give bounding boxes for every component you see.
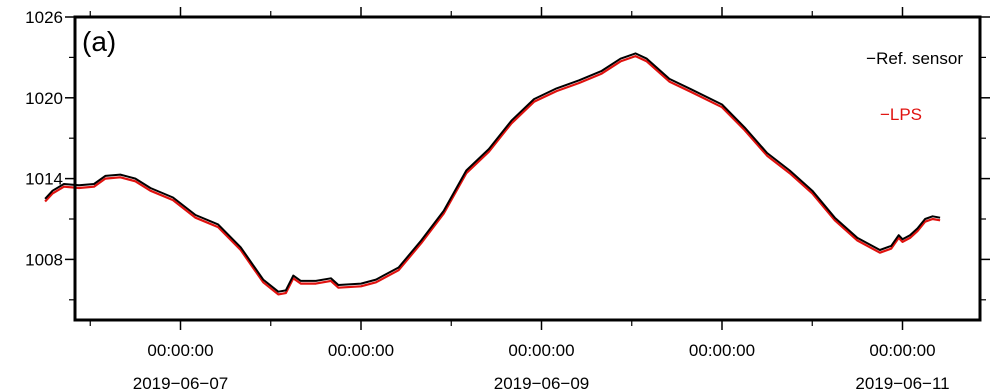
- plot-frame: [73, 15, 982, 322]
- plot-layer: [44, 52, 941, 296]
- x-time-label: 00:00:00: [147, 341, 213, 360]
- legend-ref-sensor: −Ref. sensor: [866, 49, 963, 68]
- x-date-label: 2019−06−07: [133, 374, 229, 392]
- x-time-label: 00:00:00: [689, 341, 755, 360]
- x-time-label: 00:00:00: [328, 341, 394, 360]
- legend-lps: −LPS: [880, 105, 922, 124]
- y-tick-label: 1020: [25, 89, 63, 108]
- panel-label: (a): [82, 26, 116, 57]
- legend: −Ref. sensor −LPS: [866, 49, 963, 124]
- y-tick-label: 1008: [25, 250, 63, 269]
- axes-layer: 1008 1014 1020 1026 00:00:00 00:00:00 00:00:00…: [25, 7, 990, 392]
- x-date-label: 2019−06−11: [855, 374, 949, 392]
- x-time-label: 00:00:00: [508, 341, 574, 360]
- x-date-label: 2019−06−09: [494, 374, 590, 392]
- x-time-label: 00:00:00: [869, 341, 935, 360]
- series-line-lps: [44, 54, 941, 296]
- y-tick-label: 1014: [25, 170, 63, 189]
- series-line-ref-sensor: [44, 52, 941, 293]
- y-tick-label: 1026: [25, 8, 63, 27]
